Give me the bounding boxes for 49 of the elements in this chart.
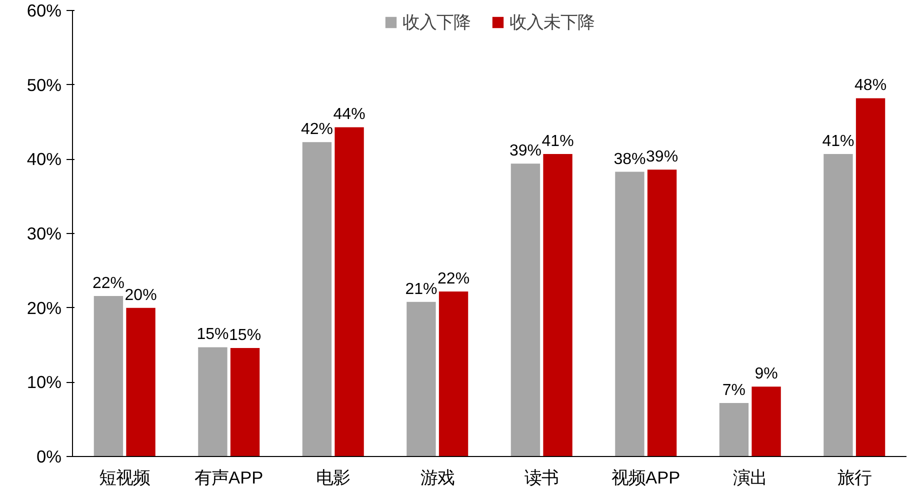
bar <box>615 172 644 456</box>
data-label: 41% <box>542 132 574 150</box>
data-label: 44% <box>333 106 366 124</box>
bar <box>230 348 260 456</box>
data-label: 48% <box>854 77 887 94</box>
data-label: 9% <box>754 366 778 383</box>
bar <box>719 402 749 456</box>
x-tick-label: 有声APP <box>194 468 264 488</box>
y-tick-label: 0% <box>36 446 62 466</box>
bar <box>334 127 364 456</box>
bar <box>198 347 228 456</box>
x-tick-label: 游戏 <box>420 468 454 488</box>
bar <box>543 154 572 456</box>
bar <box>647 170 677 456</box>
data-label: 22% <box>92 274 124 292</box>
bar <box>406 302 436 456</box>
legend-label: 收入下降 <box>402 11 470 34</box>
y-tick-label: 20% <box>26 298 62 318</box>
bar <box>126 308 156 456</box>
data-label: 39% <box>646 148 678 166</box>
x-tick-label: 短视频 <box>99 468 150 488</box>
data-label: 7% <box>722 382 746 399</box>
data-label: 39% <box>509 142 542 160</box>
bar <box>824 154 853 456</box>
bar <box>302 142 332 456</box>
y-tick-label: 30% <box>26 224 62 244</box>
x-tick-label: 旅行 <box>837 468 872 488</box>
data-label: 38% <box>614 150 646 168</box>
x-tick-label: 视频APP <box>612 468 680 488</box>
y-tick-label: 40% <box>26 149 62 170</box>
data-label: 21% <box>405 280 438 298</box>
data-label: 20% <box>124 286 157 304</box>
bar <box>94 296 124 456</box>
legend-label: 收入未下降 <box>510 11 594 34</box>
data-label: 41% <box>822 132 854 150</box>
bar <box>856 98 886 456</box>
bar <box>752 386 781 456</box>
data-label: 15% <box>229 326 262 344</box>
data-label: 22% <box>438 270 470 288</box>
data-label: 42% <box>300 121 333 138</box>
bar <box>438 291 468 456</box>
y-tick-label: 10% <box>26 372 62 392</box>
x-tick-label: 电影 <box>316 468 350 488</box>
x-tick-label: 演出 <box>733 468 768 488</box>
y-tick-label: 50% <box>26 74 62 95</box>
x-tick-label: 读书 <box>524 468 559 488</box>
data-label: 15% <box>196 326 229 344</box>
y-tick-label: 60% <box>26 0 62 20</box>
bar <box>510 164 540 456</box>
